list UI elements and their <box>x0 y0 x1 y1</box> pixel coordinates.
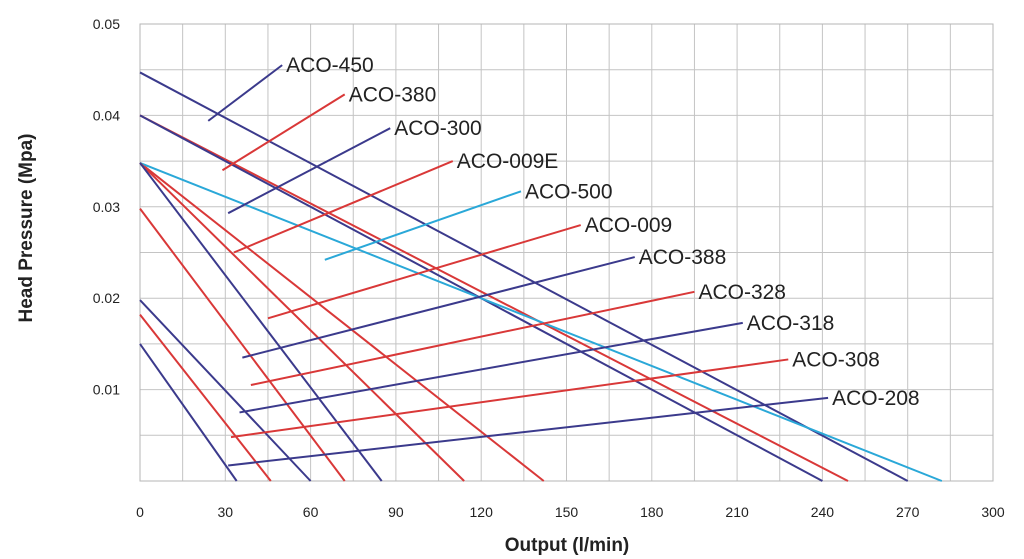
x-tick-label: 90 <box>388 504 404 520</box>
series-label: ACO-388 <box>639 246 727 269</box>
series-leader-line <box>324 190 522 261</box>
x-axis-ticks: 0 30 60 90 120 150 180 210 240 270 300 <box>136 504 1005 520</box>
y-axis-title: Head Pressure (Mpa) <box>16 133 37 322</box>
plot-frame <box>139 23 994 482</box>
series-label: ACO-308 <box>792 348 880 371</box>
series-label: ACO-300 <box>394 117 482 140</box>
series-line <box>139 161 943 482</box>
grid <box>139 23 994 482</box>
series-leader-line <box>233 160 454 254</box>
series-label: ACO-328 <box>698 281 786 304</box>
x-tick-label: 240 <box>811 504 835 520</box>
series-line <box>139 162 465 482</box>
x-tick-label: 180 <box>640 504 664 520</box>
series-label: ACO-318 <box>747 312 835 335</box>
x-tick-label: 30 <box>218 504 234 520</box>
x-tick-label: 270 <box>896 504 920 520</box>
series-line <box>139 299 312 482</box>
series-leader-line <box>228 396 829 467</box>
y-tick-label: 0.01 <box>93 382 120 398</box>
x-tick-label: 150 <box>555 504 579 520</box>
series-leader-line <box>221 93 346 172</box>
x-tick-label: 0 <box>136 504 144 520</box>
y-axis-ticks: 0.01 0.02 0.03 0.04 0.05 <box>93 16 120 398</box>
series-leader-line <box>250 290 695 387</box>
y-tick-label: 0.03 <box>93 199 120 215</box>
series-label: ACO-450 <box>286 54 374 77</box>
x-tick-label: 300 <box>981 504 1005 520</box>
x-tick-label: 120 <box>470 504 494 520</box>
y-tick-label: 0.02 <box>93 290 120 306</box>
series-leaders <box>207 64 829 467</box>
x-axis-title: Output (l/min) <box>505 535 630 556</box>
series-label: ACO-009E <box>457 150 559 173</box>
series-line <box>139 114 849 482</box>
series-leader-line <box>227 127 391 215</box>
series-leader-line <box>239 321 743 414</box>
series-lines <box>139 71 943 482</box>
y-tick-label: 0.04 <box>93 107 120 123</box>
series-label: ACO-380 <box>349 83 437 106</box>
series-label: ACO-500 <box>525 180 613 203</box>
series-line <box>139 71 909 482</box>
series-label: ACO-208 <box>832 387 920 410</box>
series-leader-line <box>230 358 789 439</box>
series-line <box>139 343 238 482</box>
series-line <box>139 162 383 482</box>
series-leader-line <box>242 256 635 359</box>
series-leader-line <box>267 224 582 320</box>
series-line <box>139 162 545 482</box>
series-labels: ACO-450 ACO-380 ACO-300 ACO-009E ACO-500 ACO-… <box>286 54 919 410</box>
y-tick-label: 0.05 <box>93 16 120 32</box>
series-leader-line <box>207 64 283 122</box>
x-tick-label: 60 <box>303 504 319 520</box>
series-line <box>139 208 346 482</box>
series-label: ACO-009 <box>585 214 673 237</box>
x-tick-label: 210 <box>725 504 749 520</box>
series-line <box>139 314 272 482</box>
